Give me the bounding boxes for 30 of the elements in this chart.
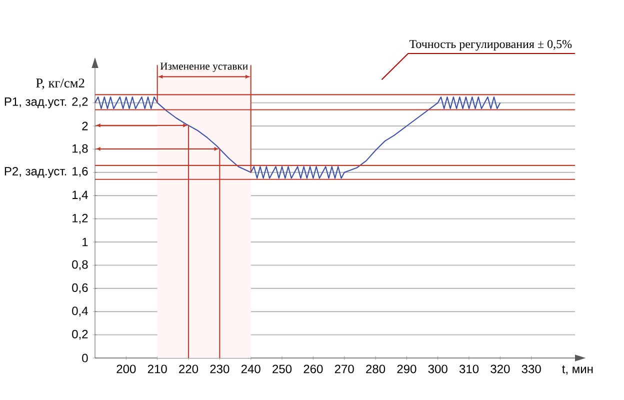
y-tick-label: 2 xyxy=(82,122,88,130)
x-tick-label: 260 xyxy=(304,364,323,374)
x-tick-label: 320 xyxy=(490,364,510,374)
y-tick-label: 1,4 xyxy=(72,190,88,200)
y-tick-label: 0,4 xyxy=(72,306,88,317)
y-tick-label: 0,8 xyxy=(72,260,88,270)
y-tick-label: 0 xyxy=(82,354,88,362)
x-tick-label: 290 xyxy=(397,364,416,374)
x-axis-title: t, мин xyxy=(562,365,593,375)
y-tick-label: P1, зад.уст. 2,2 xyxy=(4,97,88,108)
x-tick-label: 300 xyxy=(428,364,448,374)
y-tick-label: 1,8 xyxy=(72,144,88,154)
x-tick-label: 200 xyxy=(116,364,136,374)
x-tick-label: 270 xyxy=(334,364,354,374)
band-label: Изменение уставки xyxy=(160,62,248,72)
y-tick-label: 1,2 xyxy=(72,214,88,224)
x-tick-label: 230 xyxy=(210,364,230,374)
y-tick-label: 0,2 xyxy=(72,330,88,340)
x-tick-label: 220 xyxy=(179,364,198,374)
x-tick-label: 240 xyxy=(241,364,260,374)
y-tick-label: 1 xyxy=(82,238,88,246)
x-tick-label: 280 xyxy=(366,364,386,374)
y-axis-title: P, кг/см2 xyxy=(36,78,84,90)
x-tick-label: 250 xyxy=(272,364,292,374)
text: Точность регулирования ± 0,5% xyxy=(409,40,572,51)
x-tick-label: 310 xyxy=(459,364,479,374)
y-tick-label: 0,6 xyxy=(72,283,88,294)
x-tick-label: 210 xyxy=(148,364,167,374)
x-tick-label: 330 xyxy=(522,364,541,374)
y-tick-label: P2, зад.уст. 1,6 xyxy=(4,166,88,178)
